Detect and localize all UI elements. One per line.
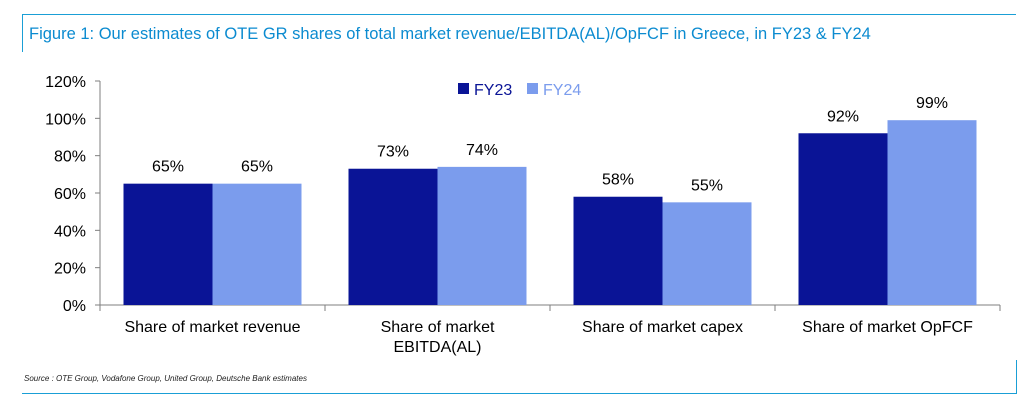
bar-fy23 (348, 168, 438, 305)
category-label: EBITDA(AL) (393, 339, 481, 356)
frame-left-border (22, 14, 23, 52)
y-tick-label: 100% (45, 111, 86, 128)
y-tick-label: 0% (63, 298, 86, 315)
data-label: 65% (152, 159, 184, 176)
bar-fy23 (798, 133, 888, 305)
data-label: 74% (466, 142, 498, 159)
category-label: Share of market OpFCF (802, 319, 973, 336)
y-tick-label: 120% (45, 74, 86, 91)
data-label: 99% (916, 95, 948, 112)
category-label: Share of market revenue (124, 319, 300, 336)
legend-swatch-fy24 (527, 83, 538, 94)
figure-title: Figure 1: Our estimates of OTE GR shares… (29, 25, 871, 43)
bars: 65% 73% 58% 92% 65% 74% 55% 99% (123, 95, 977, 305)
legend-swatch-fy23 (458, 83, 469, 94)
y-axis: 0% 20% 40% 60% 80% 100% 120% (45, 74, 101, 315)
data-label: 92% (827, 108, 859, 125)
source-note: Source : OTE Group, Vodafone Group, Unit… (24, 374, 307, 383)
x-axis: Share of market revenue Share of market EB… (99, 304, 1001, 356)
frame-top-border (22, 14, 1016, 15)
data-label: 65% (241, 159, 273, 176)
legend: FY23 FY24 (458, 82, 581, 99)
data-label: 58% (602, 172, 634, 189)
frame-bottom-border (22, 393, 1016, 394)
bar-fy23 (573, 196, 663, 305)
data-label: 55% (691, 177, 723, 194)
category-label: Share of market (381, 319, 495, 336)
category-label: Share of market capex (582, 319, 743, 336)
y-tick-label: 20% (54, 261, 86, 278)
bar-fy24 (212, 183, 302, 305)
frame-right-border (1016, 360, 1017, 394)
bar-fy24 (437, 166, 527, 305)
legend-label-fy23: FY23 (474, 82, 512, 99)
bar-fy24 (662, 202, 752, 305)
bar-fy23 (123, 183, 213, 305)
y-tick-label: 60% (54, 186, 86, 203)
data-label: 73% (377, 144, 409, 161)
y-tick-label: 40% (54, 223, 86, 240)
bar-fy24 (887, 120, 977, 305)
legend-label-fy24: FY24 (543, 82, 581, 99)
y-tick-label: 80% (54, 149, 86, 166)
